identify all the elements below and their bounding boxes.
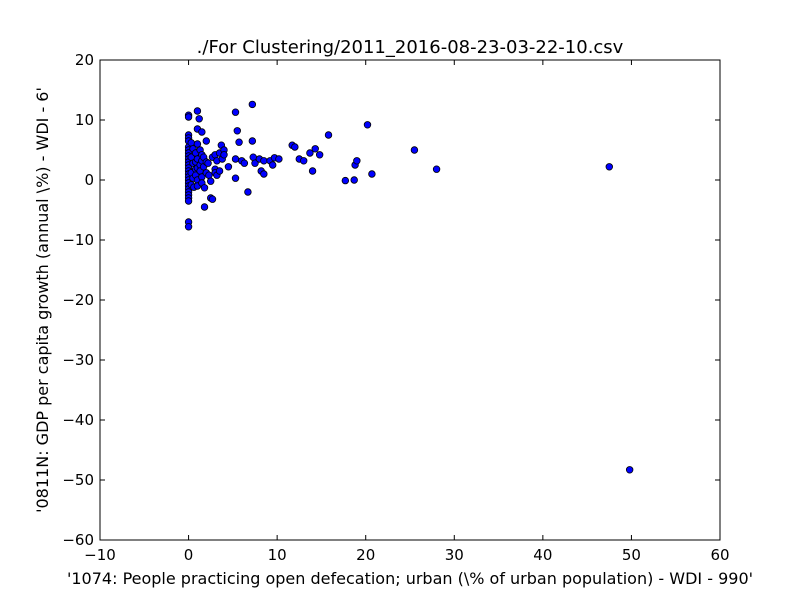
data-point [249,153,257,161]
points-layer [184,100,634,474]
y-axis-label: '0811N: GDP per capita growth (annual \%… [33,87,52,513]
y-tick-label: −60 [62,531,94,549]
data-point [231,108,240,116]
plot-frame [99,59,721,541]
y-tick-label: 0 [84,171,94,189]
data-point [275,155,283,163]
x-tick-label: 50 [622,546,641,564]
data-point [248,100,257,109]
data-point [202,137,210,145]
data-point [368,170,376,178]
data-point [208,195,217,203]
data-point [231,155,240,163]
data-point [605,163,613,171]
data-point [432,165,441,173]
data-point [353,157,361,165]
data-point [235,138,243,146]
x-tick-label: 20 [356,546,375,564]
data-point [240,159,249,167]
data-point [200,184,209,192]
chart-title: ./For Clustering/2011_2016-08-23-03-22-1… [197,37,624,58]
data-point [193,107,202,115]
data-point [625,466,634,474]
data-point [184,113,193,121]
data-point [204,159,212,167]
data-point [291,143,299,151]
y-tick-label: −20 [62,291,94,309]
data-point [410,146,419,154]
data-point [324,131,333,139]
data-point [308,167,317,175]
y-tick-label: 20 [75,51,94,69]
data-point [315,151,324,159]
y-tick-label: −40 [62,411,94,429]
data-point [195,115,203,123]
data-point [184,197,193,205]
data-point [224,163,233,171]
ticks-layer: −10 0 10 20 30 40 50 60 −60 −50 −40 −30 −20 −10 0 10 20 [62,51,729,564]
data-point [300,157,308,165]
x-tick-label: 60 [710,546,729,564]
data-point [350,176,358,184]
data-point [220,151,228,159]
data-point [341,176,350,185]
data-point [193,140,202,148]
data-point [269,161,277,169]
data-point [187,139,195,147]
data-point [244,188,252,196]
data-point [260,170,268,178]
data-point [205,171,213,179]
x-tick-label: 10 [268,546,287,564]
data-point [363,121,372,129]
y-tick-label: −10 [62,231,94,249]
x-tick-label: 0 [184,546,194,564]
data-point [251,159,259,167]
x-tick-label: 30 [445,546,464,564]
data-point [200,203,209,211]
data-point [306,149,314,157]
x-axis-label: '1074: People practicing open defecation… [67,569,753,588]
x-tick-label: 40 [533,546,552,564]
data-point [248,137,257,145]
data-point [233,127,241,135]
data-point [260,157,268,165]
data-point [184,223,193,231]
data-point [311,145,319,153]
y-tick-label: −50 [62,471,94,489]
y-tick-label: 10 [75,111,94,129]
data-point [207,177,215,185]
data-point [215,167,224,175]
x-tick-label: −10 [84,546,116,564]
y-tick-label: −30 [62,351,94,369]
data-point [231,174,240,182]
data-point [198,128,206,136]
